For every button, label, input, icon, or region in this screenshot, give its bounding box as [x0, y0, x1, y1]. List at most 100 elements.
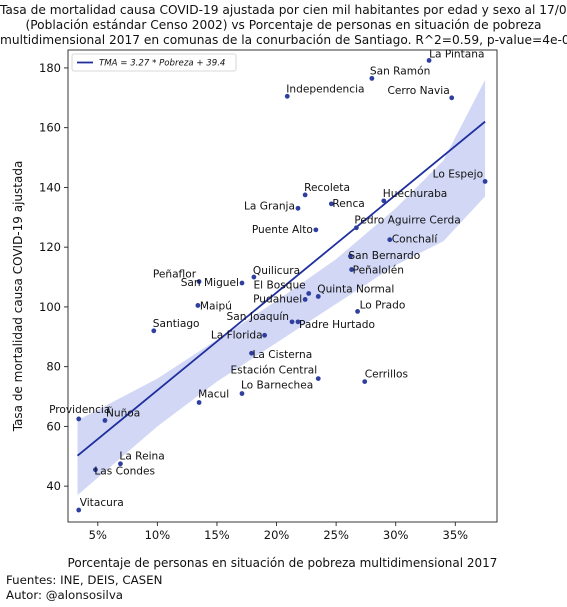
- data-point: [76, 507, 82, 513]
- point-label: Peñalolén: [353, 265, 404, 277]
- y-tick-label: 80: [46, 360, 61, 374]
- point-label: Lo Espejo: [433, 168, 483, 180]
- data-point: [313, 227, 319, 233]
- data-point: [102, 418, 108, 423]
- data-point: [196, 400, 202, 405]
- legend: TMA = 3.27 * Pobreza + 39.4: [71, 53, 237, 72]
- y-tick-label: 180: [39, 61, 61, 75]
- data-point: [302, 297, 308, 302]
- footer: Fuentes: INE, DEIS, CASEN Autor: @alonso…: [6, 573, 162, 603]
- point-label: La Pintana: [429, 48, 484, 60]
- data-point: [426, 58, 432, 63]
- footer-sources: Fuentes: INE, DEIS, CASEN: [6, 573, 163, 587]
- point-label: Pedro Aguirre Cerda: [354, 215, 460, 227]
- data-point: [251, 274, 257, 280]
- data-point: [369, 75, 375, 81]
- data-point: [239, 280, 245, 286]
- x-tick-label: 15%: [204, 528, 230, 542]
- point-label: Conchalí: [392, 234, 439, 246]
- data-point: [262, 332, 268, 338]
- point-label: Independencia: [286, 83, 364, 95]
- point-label: El Bosque: [253, 279, 305, 291]
- point-label: Providencia: [49, 404, 110, 416]
- legend-box: [71, 53, 237, 72]
- data-point: [482, 179, 488, 184]
- point-label: La Florida: [211, 329, 263, 341]
- data-point: [289, 319, 295, 325]
- title-line-1: Tasa de mortalidad causa COVID-19 ajusta…: [0, 3, 567, 17]
- legend-label: TMA = 3.27 * Pobreza + 39.4: [99, 59, 225, 69]
- x-tick-label: 10%: [145, 528, 171, 542]
- title-line-2: (Población estándar Censo 2002) vs Porce…: [25, 18, 542, 33]
- data-point: [302, 192, 308, 198]
- x-tick-label: 20%: [264, 528, 290, 542]
- data-point: [76, 416, 82, 422]
- data-point: [196, 279, 202, 284]
- x-axis-label: Porcentaje de personas en situación de p…: [68, 556, 498, 570]
- point-label: Renca: [332, 198, 364, 210]
- point-label: Quinta Normal: [317, 283, 394, 295]
- data-point: [284, 93, 290, 99]
- data-point: [239, 391, 245, 396]
- data-point: [93, 467, 98, 473]
- title-line-3: multidimensional 2017 en comunas de la c…: [0, 33, 567, 48]
- x-tick-label: 25%: [323, 528, 349, 542]
- point-label: Peñaflor: [153, 269, 197, 281]
- chart-title: Tasa de mortalidad causa COVID-19 ajusta…: [0, 3, 567, 49]
- data-point: [315, 294, 321, 299]
- y-axis-label: Tasa de mortalidad causa COVID-19 ajusta…: [11, 161, 25, 433]
- y-tick-label: 60: [46, 419, 61, 433]
- point-label: Vitacura: [80, 497, 124, 509]
- point-label: San Miguel: [181, 277, 239, 289]
- point-label: Huechuraba: [383, 188, 448, 200]
- y-tick-label: 140: [39, 180, 61, 194]
- point-label: San Joaquín: [227, 311, 290, 323]
- point-label: Puente Alto: [252, 224, 313, 236]
- data-point: [315, 376, 321, 382]
- x-tick-label: 5%: [89, 528, 107, 542]
- plot-frame: [67, 49, 498, 523]
- point-label: Cerrillos: [365, 369, 408, 381]
- point-label: La Reina: [119, 451, 164, 463]
- data-point: [195, 303, 201, 308]
- point-label: Ñuñoa: [106, 406, 140, 419]
- data-point: [249, 350, 254, 356]
- point-label: Pudahuel: [253, 293, 302, 305]
- point-label: Lo Prado: [360, 299, 406, 311]
- point-label: Cerro Navia: [388, 85, 450, 97]
- data-point: [362, 379, 368, 384]
- y-tick-label: 160: [39, 121, 61, 135]
- y-tick-label: 40: [46, 479, 61, 493]
- point-label: Recoleta: [304, 182, 350, 194]
- data-point: [353, 225, 359, 231]
- point-label: Santiago: [153, 318, 200, 330]
- data-point: [349, 267, 355, 272]
- x-tick-label: 35%: [443, 528, 469, 542]
- point-label: Padre Hurtado: [299, 319, 375, 331]
- y-tick-label: 120: [39, 240, 61, 254]
- y-tick-label: 100: [39, 300, 61, 314]
- point-label: La Granja: [244, 200, 295, 212]
- point-label: San Ramón: [370, 65, 430, 77]
- data-point: [328, 201, 334, 207]
- point-label: Lo Barnechea: [241, 380, 313, 392]
- footer-author: Autor: @alonsosilva: [6, 588, 124, 602]
- data-point: [381, 198, 387, 204]
- point-label: La Cisterna: [253, 349, 313, 361]
- x-tick-label: 30%: [383, 528, 409, 542]
- point-label: Maipú: [200, 300, 232, 312]
- data-point: [348, 253, 353, 259]
- data-point: [449, 95, 455, 101]
- data-point: [118, 461, 123, 467]
- point-label: Macul: [198, 389, 229, 401]
- data-point: [306, 291, 312, 296]
- point-label: Estación Central: [230, 365, 317, 377]
- data-point: [355, 308, 360, 314]
- point-label: Quilicura: [253, 265, 300, 277]
- data-point: [387, 237, 393, 243]
- data-point: [295, 205, 301, 211]
- data-point: [151, 328, 157, 334]
- regression-line: [76, 120, 486, 457]
- point-label: San Bernardo: [348, 250, 420, 262]
